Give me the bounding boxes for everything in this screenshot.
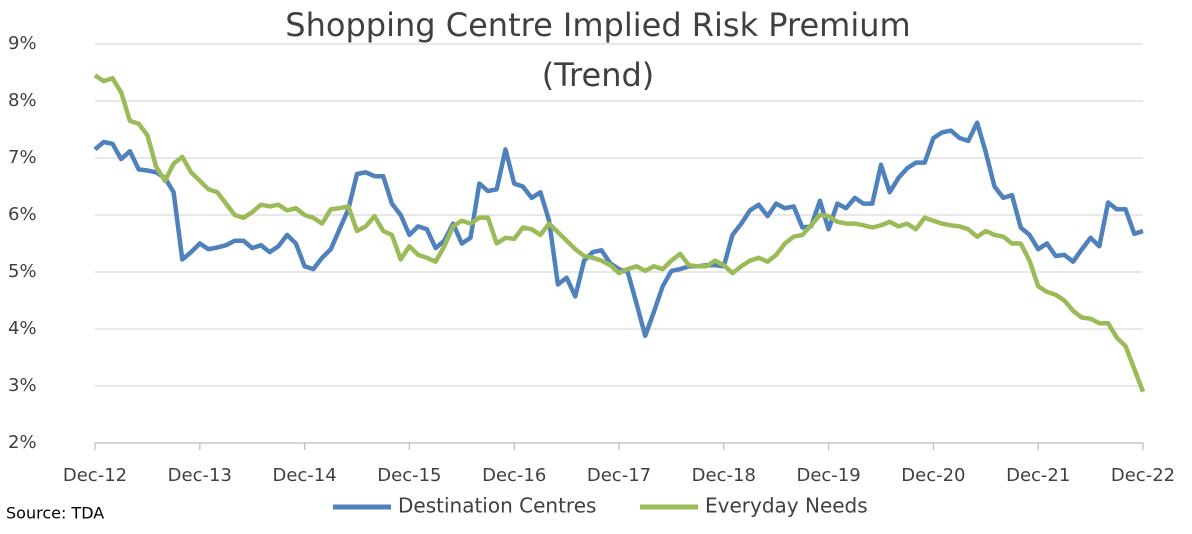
x-tick-label: Dec-14 <box>272 465 336 486</box>
x-tick-label: Dec-16 <box>482 465 546 486</box>
source-note: Source: TDA <box>6 504 104 523</box>
y-tick-label: 9% <box>8 33 37 54</box>
x-tick-label: Dec-20 <box>901 465 965 486</box>
legend-label: Everyday Needs <box>705 494 868 518</box>
x-tick-label: Dec-19 <box>796 465 860 486</box>
legend-label: Destination Centres <box>398 494 596 518</box>
y-tick-label: 2% <box>8 432 37 453</box>
y-tick-label: 8% <box>8 90 37 111</box>
chart-subtitle: (Trend) <box>542 56 655 94</box>
y-tick-label: 3% <box>8 375 37 396</box>
series-line <box>93 73 1146 393</box>
y-tick-label: 6% <box>8 204 37 225</box>
x-tick-label: Dec-17 <box>587 465 651 486</box>
x-tick-label: Dec-15 <box>377 465 441 486</box>
series-line <box>93 120 1144 339</box>
x-tick-label: Dec-22 <box>1111 465 1175 486</box>
x-tick-label: Dec-18 <box>692 465 756 486</box>
y-tick-label: 5% <box>8 261 37 282</box>
chart-title: Shopping Centre Implied Risk Premium <box>285 6 910 44</box>
legend-item: Everyday Needs <box>640 494 868 518</box>
x-tick-label: Dec-13 <box>168 465 232 486</box>
x-tick-label: Dec-21 <box>1006 465 1070 486</box>
legend-item: Destination Centres <box>333 494 596 518</box>
y-tick-label: 7% <box>8 147 37 168</box>
y-tick-label: 4% <box>8 318 37 339</box>
x-tick-label: Dec-12 <box>63 465 127 486</box>
grid <box>95 43 1143 444</box>
